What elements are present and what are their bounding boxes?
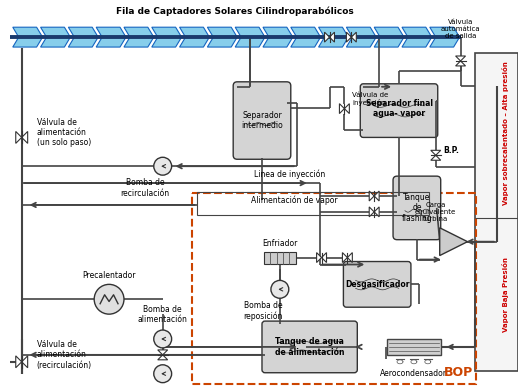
Circle shape bbox=[154, 365, 172, 383]
Text: Tanque de agua
de alimentación: Tanque de agua de alimentación bbox=[275, 337, 344, 357]
Text: Separador
intermedio: Separador intermedio bbox=[241, 111, 283, 130]
Polygon shape bbox=[158, 355, 167, 360]
Polygon shape bbox=[440, 228, 467, 256]
Circle shape bbox=[154, 330, 172, 348]
Polygon shape bbox=[369, 191, 374, 201]
Polygon shape bbox=[152, 27, 181, 47]
Polygon shape bbox=[41, 27, 70, 47]
Polygon shape bbox=[342, 253, 347, 262]
Polygon shape bbox=[330, 32, 334, 42]
Text: Bomba de
reposición: Bomba de reposición bbox=[243, 301, 283, 321]
Polygon shape bbox=[317, 253, 321, 262]
Text: Tanque
de
flashing: Tanque de flashing bbox=[401, 193, 432, 223]
Text: Precalentador: Precalentador bbox=[82, 271, 136, 280]
Polygon shape bbox=[374, 27, 404, 47]
Polygon shape bbox=[369, 207, 374, 217]
Text: Válvula de
alimentación
(un solo paso): Válvula de alimentación (un solo paso) bbox=[36, 118, 91, 147]
Polygon shape bbox=[456, 56, 465, 61]
Polygon shape bbox=[352, 32, 356, 42]
Polygon shape bbox=[346, 27, 376, 47]
Bar bbox=[264, 251, 296, 264]
Polygon shape bbox=[158, 350, 167, 355]
Polygon shape bbox=[431, 150, 441, 155]
Polygon shape bbox=[68, 27, 98, 47]
Text: Válvula de
alimentación
(recirculación): Válvula de alimentación (recirculación) bbox=[36, 340, 92, 370]
Text: Carga
equivalente
turbina: Carga equivalente turbina bbox=[415, 202, 457, 222]
Polygon shape bbox=[346, 32, 352, 42]
Bar bbox=[475, 53, 518, 371]
Polygon shape bbox=[319, 27, 348, 47]
Text: Vapor sobrecalentado – Alta presión: Vapor sobrecalentado – Alta presión bbox=[502, 61, 509, 205]
Text: BOP: BOP bbox=[444, 366, 474, 379]
Polygon shape bbox=[16, 131, 22, 143]
Text: Separador final
agua- vapor: Separador final agua- vapor bbox=[366, 99, 433, 118]
Polygon shape bbox=[16, 356, 22, 368]
Text: Bomba de
recirculación: Bomba de recirculación bbox=[120, 178, 170, 197]
Polygon shape bbox=[431, 155, 441, 160]
FancyBboxPatch shape bbox=[360, 84, 438, 137]
Bar bbox=[386, 339, 441, 355]
Text: Válvula
automática
de salida: Válvula automática de salida bbox=[441, 19, 480, 39]
Circle shape bbox=[271, 280, 289, 298]
Polygon shape bbox=[374, 191, 379, 201]
Polygon shape bbox=[207, 27, 237, 47]
Polygon shape bbox=[324, 32, 330, 42]
Polygon shape bbox=[321, 253, 327, 262]
FancyBboxPatch shape bbox=[343, 262, 411, 307]
Polygon shape bbox=[22, 131, 28, 143]
Text: B.P.: B.P. bbox=[444, 146, 460, 155]
Polygon shape bbox=[344, 104, 349, 114]
FancyBboxPatch shape bbox=[393, 176, 441, 240]
Text: Fila de Captadores Solares Cilindroparabólicos: Fila de Captadores Solares Cilindroparab… bbox=[116, 7, 354, 16]
Polygon shape bbox=[22, 356, 28, 368]
Polygon shape bbox=[347, 253, 353, 262]
Polygon shape bbox=[456, 61, 465, 66]
Polygon shape bbox=[430, 27, 460, 47]
Circle shape bbox=[94, 284, 124, 314]
Text: Desgasificador: Desgasificador bbox=[345, 280, 409, 289]
Polygon shape bbox=[13, 27, 43, 47]
Polygon shape bbox=[179, 27, 210, 47]
Text: Alimentación de vapor: Alimentación de vapor bbox=[252, 195, 338, 205]
Text: Válvula de
inyección: Válvula de inyección bbox=[353, 91, 388, 106]
Text: Aerocondensador: Aerocondensador bbox=[381, 369, 447, 378]
Text: Vapor Baja Presión: Vapor Baja Presión bbox=[502, 257, 509, 332]
Text: Bomba de
alimentación: Bomba de alimentación bbox=[138, 305, 188, 324]
Polygon shape bbox=[124, 27, 154, 47]
Bar bbox=[198, 192, 429, 215]
Text: Enfriador: Enfriador bbox=[262, 239, 297, 248]
FancyBboxPatch shape bbox=[262, 321, 357, 373]
Circle shape bbox=[154, 157, 172, 175]
Polygon shape bbox=[340, 104, 344, 114]
Polygon shape bbox=[96, 27, 126, 47]
Text: Linea de inyección: Linea de inyección bbox=[254, 170, 326, 179]
FancyBboxPatch shape bbox=[233, 82, 291, 159]
Polygon shape bbox=[235, 27, 265, 47]
Bar bbox=[192, 193, 476, 384]
Polygon shape bbox=[402, 27, 432, 47]
Polygon shape bbox=[263, 27, 293, 47]
Polygon shape bbox=[291, 27, 320, 47]
Polygon shape bbox=[374, 207, 379, 217]
